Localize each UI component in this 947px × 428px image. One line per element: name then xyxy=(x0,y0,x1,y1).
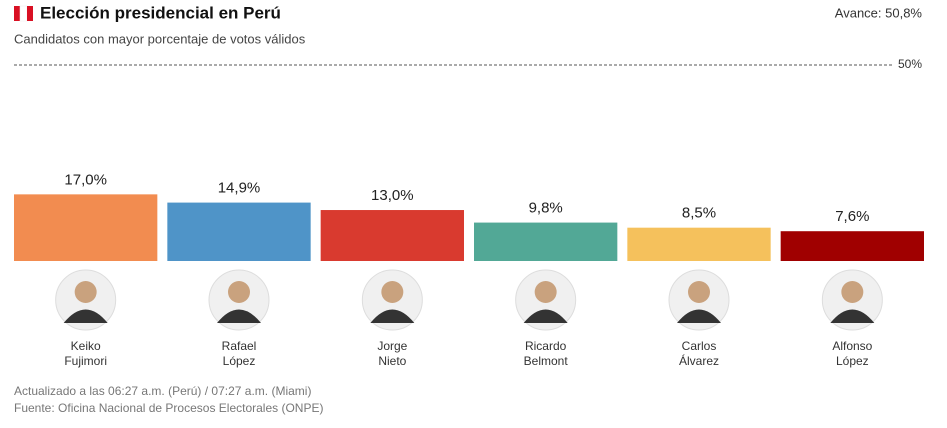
photo-body xyxy=(217,309,261,323)
photo-body xyxy=(677,309,721,323)
value-label: 7,6% xyxy=(835,208,869,225)
photo-body xyxy=(370,309,415,323)
photo-head xyxy=(228,281,250,303)
footnote: Fuente: Oficina Nacional de Procesos Ele… xyxy=(14,401,323,415)
bar xyxy=(474,222,618,261)
photo-body xyxy=(523,309,568,323)
photo-body xyxy=(830,309,875,323)
bar xyxy=(320,210,464,261)
flag-stripe xyxy=(19,5,28,22)
value-label: 14,9% xyxy=(218,180,261,197)
bar xyxy=(627,227,771,261)
photo-head xyxy=(74,281,97,303)
candidate-name: Rafael López xyxy=(221,339,257,368)
photo-head xyxy=(534,281,557,303)
candidate-name: Jorge Nieto xyxy=(377,339,408,368)
photo-body xyxy=(63,309,108,323)
value-label: 8,5% xyxy=(682,205,716,222)
bar xyxy=(14,194,158,261)
flag-stripe xyxy=(14,6,20,21)
value-label: 17,0% xyxy=(64,171,107,188)
value-label: 13,0% xyxy=(371,187,414,204)
candidate-name: Keiko Fujimori xyxy=(64,339,107,368)
candidate-name: Carlos Álvarez xyxy=(678,339,719,368)
progress: Avance: 50,8% xyxy=(835,5,923,20)
bar xyxy=(780,231,924,261)
candidate-name: Alfonso López xyxy=(832,339,873,368)
y-tick-label: 50% xyxy=(898,57,922,71)
flag-stripe xyxy=(27,6,33,21)
candidate-name: Ricardo Belmont xyxy=(523,339,568,368)
photo-head xyxy=(841,281,864,303)
footnote: Actualizado a las 06:27 a.m. (Perú) / 07… xyxy=(14,384,311,398)
photo-head xyxy=(688,281,710,303)
subtitle: Candidatos con mayor porcentaje de votos… xyxy=(14,31,306,46)
chart-title: Elección presidencial en Perú xyxy=(40,3,281,22)
bar xyxy=(167,202,311,261)
photo-head xyxy=(381,281,404,303)
value-label: 9,8% xyxy=(529,200,563,217)
